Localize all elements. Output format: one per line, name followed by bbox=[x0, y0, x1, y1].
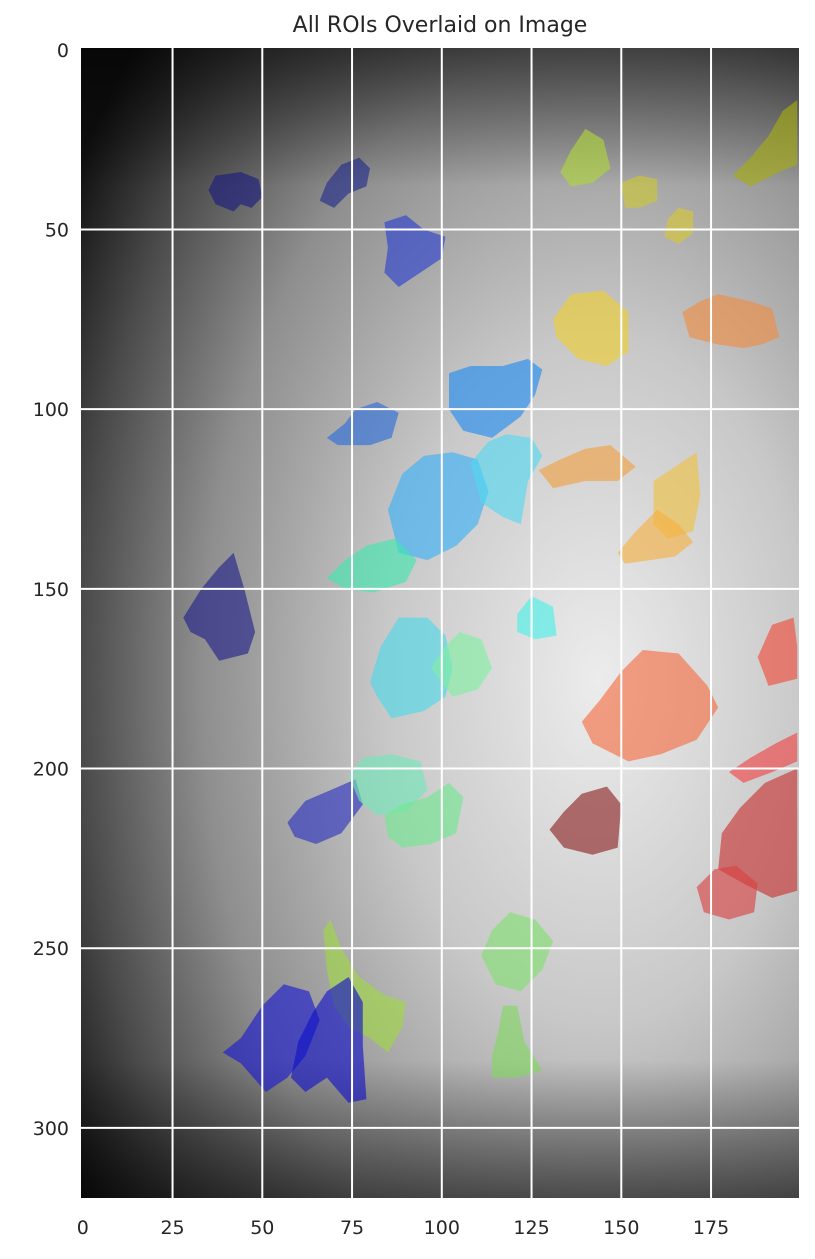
roi-28 bbox=[287, 779, 363, 844]
roi-7 bbox=[621, 175, 658, 208]
roi-19 bbox=[517, 596, 557, 640]
x-tick-label: 75 bbox=[340, 1217, 364, 1239]
x-tick-label: 100 bbox=[424, 1217, 460, 1239]
roi-3 bbox=[384, 215, 446, 287]
roi-9 bbox=[732, 100, 798, 187]
x-tick-label: 175 bbox=[693, 1217, 729, 1239]
plot-area bbox=[81, 48, 799, 1198]
roi-32 bbox=[492, 1005, 543, 1078]
roi-21 bbox=[431, 632, 493, 697]
roi-30 bbox=[384, 782, 464, 848]
roi-23 bbox=[757, 617, 798, 686]
chart-title: All ROIs Overlaid on Image bbox=[293, 13, 588, 38]
roi-26 bbox=[718, 768, 798, 898]
roi-1 bbox=[208, 172, 263, 212]
roi-24 bbox=[729, 732, 798, 783]
y-tick-label: 50 bbox=[45, 219, 69, 241]
x-tick-label: 150 bbox=[603, 1217, 639, 1239]
roi-16 bbox=[617, 509, 694, 564]
y-tick-label: 150 bbox=[33, 579, 69, 601]
roi-10 bbox=[449, 358, 543, 438]
y-tick-label: 100 bbox=[33, 399, 69, 421]
roi-22 bbox=[581, 650, 719, 762]
roi-8 bbox=[664, 207, 694, 244]
y-tick-label: 0 bbox=[57, 40, 69, 62]
roi-31 bbox=[481, 912, 554, 992]
roi-6 bbox=[560, 128, 611, 187]
roi-5 bbox=[682, 294, 780, 349]
y-axis-ticks: 0 50 100 150 200 250 300 bbox=[33, 40, 69, 1140]
x-axis-ticks: 0 25 50 75 100 125 150 175 bbox=[77, 1217, 729, 1239]
x-tick-label: 125 bbox=[513, 1217, 549, 1239]
y-tick-label: 200 bbox=[33, 759, 69, 781]
x-tick-label: 0 bbox=[77, 1217, 89, 1239]
roi-13 bbox=[470, 434, 543, 525]
roi-layer bbox=[183, 100, 798, 1103]
roi-25 bbox=[549, 786, 622, 855]
x-tick-label: 50 bbox=[250, 1217, 274, 1239]
roi-12 bbox=[387, 452, 489, 561]
roi-17 bbox=[326, 538, 417, 593]
roi-2 bbox=[319, 157, 370, 208]
y-tick-label: 250 bbox=[33, 938, 69, 960]
roi-35 bbox=[291, 977, 367, 1103]
roi-20 bbox=[370, 617, 453, 719]
roi-11 bbox=[326, 402, 399, 446]
y-tick-label: 300 bbox=[33, 1118, 69, 1140]
x-tick-label: 25 bbox=[160, 1217, 184, 1239]
roi-18 bbox=[183, 552, 256, 661]
roi-14 bbox=[538, 445, 636, 489]
grid-lines bbox=[81, 48, 799, 1198]
roi-4 bbox=[553, 290, 629, 366]
